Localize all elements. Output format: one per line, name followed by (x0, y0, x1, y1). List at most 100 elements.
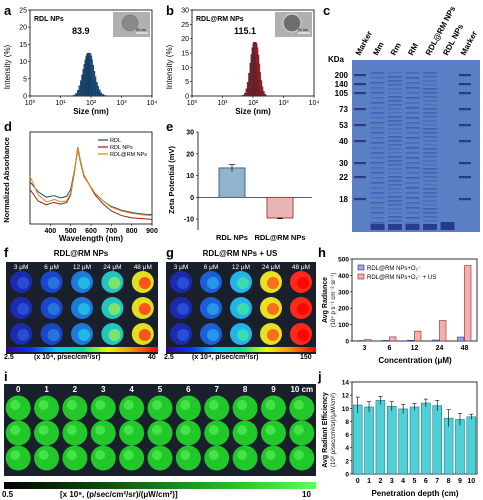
e-category-label: RDL NPs (216, 233, 248, 242)
c-marker-label: 18 (339, 195, 348, 204)
c-lane-label: Marker (459, 30, 479, 57)
well-hotspot (138, 277, 151, 289)
chart-h: Avg Radiance (10⁴ p s⁻¹ cm⁻² sr⁻¹) 0 100 2… (322, 257, 478, 365)
h-legend-label: RDL@RM NPs+O₂⁻ (367, 266, 421, 272)
f-title: RDL@RM NPs (53, 249, 109, 258)
c-protein-band (405, 97, 420, 99)
c-protein-band (370, 212, 385, 214)
c-protein-band (370, 202, 385, 204)
c-protein-band (423, 192, 437, 194)
c-protein-band (423, 84, 437, 86)
well-hotspot (207, 329, 219, 341)
f-conc-label: 6 μM (44, 264, 59, 271)
d-ylabel: Normalized Absorbance (2, 137, 11, 223)
d-series-line (29, 147, 153, 220)
well-hotspot (78, 303, 90, 315)
well-hotspot (17, 329, 30, 341)
c-protein-band (423, 156, 437, 158)
h-ytick-label: 400 (338, 273, 349, 280)
i-colorbar (4, 482, 316, 489)
c-protein-band (388, 80, 402, 82)
c-protein-band (388, 180, 402, 182)
c-marker-band (459, 140, 471, 143)
well-hotspot (207, 303, 219, 315)
c-marker-band (459, 162, 471, 165)
i-depth-label: 2 (73, 385, 78, 394)
f-conc-label: 24 μM (103, 264, 121, 271)
c-protein-band (405, 197, 420, 199)
c-protein-band (370, 107, 385, 109)
c-protein-band (388, 168, 402, 170)
c-lane-label: Mm (371, 41, 385, 57)
i-depth-label: 3 (101, 385, 106, 394)
d-xtick-label: 800 (126, 228, 138, 235)
c-protein-band (388, 124, 402, 126)
c-protein-band (423, 108, 437, 110)
c-protein-band (388, 216, 402, 218)
f-conc-label: 12 μM (73, 264, 91, 271)
j-xtick-label: 1 (367, 478, 371, 485)
i-well-highlight (180, 425, 191, 435)
i-well-highlight (208, 425, 219, 435)
h-bar (457, 336, 465, 342)
c-protein-band (370, 187, 385, 189)
well-hotspot (237, 329, 249, 341)
h-bar (432, 339, 440, 342)
well-hotspot (17, 277, 30, 289)
c-protein-band (388, 188, 402, 190)
e-category-label: RDL@RM NPs (254, 233, 305, 242)
c-protein-band (405, 87, 420, 89)
c-protein-band (370, 172, 385, 174)
c-protein-band (388, 136, 402, 138)
c-protein-band (370, 97, 385, 99)
well-hotspot (108, 277, 121, 289)
c-protein-band (405, 162, 420, 164)
well-hotspot (138, 329, 151, 341)
g-title: RDL@RM NPs + US (202, 249, 278, 258)
c-marker-label: 40 (339, 137, 348, 146)
b-tem-particle (282, 13, 302, 33)
c-protein-band (405, 167, 420, 169)
a-ytick-label: 25 (19, 8, 27, 15)
j-ylabel-2: (10⁹ p/sec/cm²/sr)/(μW/cm²) (330, 393, 337, 467)
c-protein-band (423, 96, 437, 98)
b-ylabel: Intensity (%) (165, 44, 174, 89)
well-hotspot (297, 277, 309, 289)
c-protein-band (423, 188, 437, 190)
c-protein-band (388, 200, 402, 202)
i-well-highlight (208, 450, 219, 460)
c-protein-band (388, 148, 402, 150)
i-well-highlight (237, 425, 248, 435)
e-ytick-label: 30 (186, 130, 194, 137)
c-protein-band (423, 80, 437, 82)
i-depth-label: 6 (186, 385, 191, 394)
c-protein-band (423, 128, 437, 130)
j-xtick-label: 4 (401, 478, 405, 485)
e-bar (266, 196, 294, 219)
g-conc-label: 6 μM (204, 264, 219, 271)
i-well-highlight (152, 450, 162, 460)
g-cb-min: 2.5 (164, 354, 174, 361)
c-protein-band (370, 142, 385, 144)
a-xtick-label: 10¹ (55, 100, 66, 107)
d-xtick-label: 600 (85, 228, 97, 235)
i-cb-min: 0.5 (2, 490, 14, 499)
c-protein-band (388, 76, 402, 78)
panel-label-c: c (323, 3, 331, 18)
j-xtick-label: 8 (447, 478, 451, 485)
imaging-f: RDL@RM NPs 3 μM 6 μM 12 μM 24 μM 48 μM 2.5 (… (0, 245, 162, 365)
c-protein-band (405, 102, 420, 104)
j-ytick-label: 0 (345, 472, 349, 479)
c-protein-band (388, 72, 402, 74)
c-protein-band (405, 192, 420, 194)
g-cb-unit: (x 10⁴, p/sec/cm²/sr) (192, 354, 259, 361)
h-xlabel: Concentration (μM) (378, 356, 452, 365)
c-protein-band (423, 132, 437, 134)
c-protein-band (423, 200, 437, 202)
d-legend-label: RDL@RM NPs (110, 152, 147, 158)
c-protein-band (370, 122, 385, 124)
c-protein-band (388, 140, 402, 142)
f-cb-unit: (x 10⁴, p/sec/cm²/sr) (34, 354, 101, 361)
j-xtick-label: 3 (390, 478, 394, 485)
